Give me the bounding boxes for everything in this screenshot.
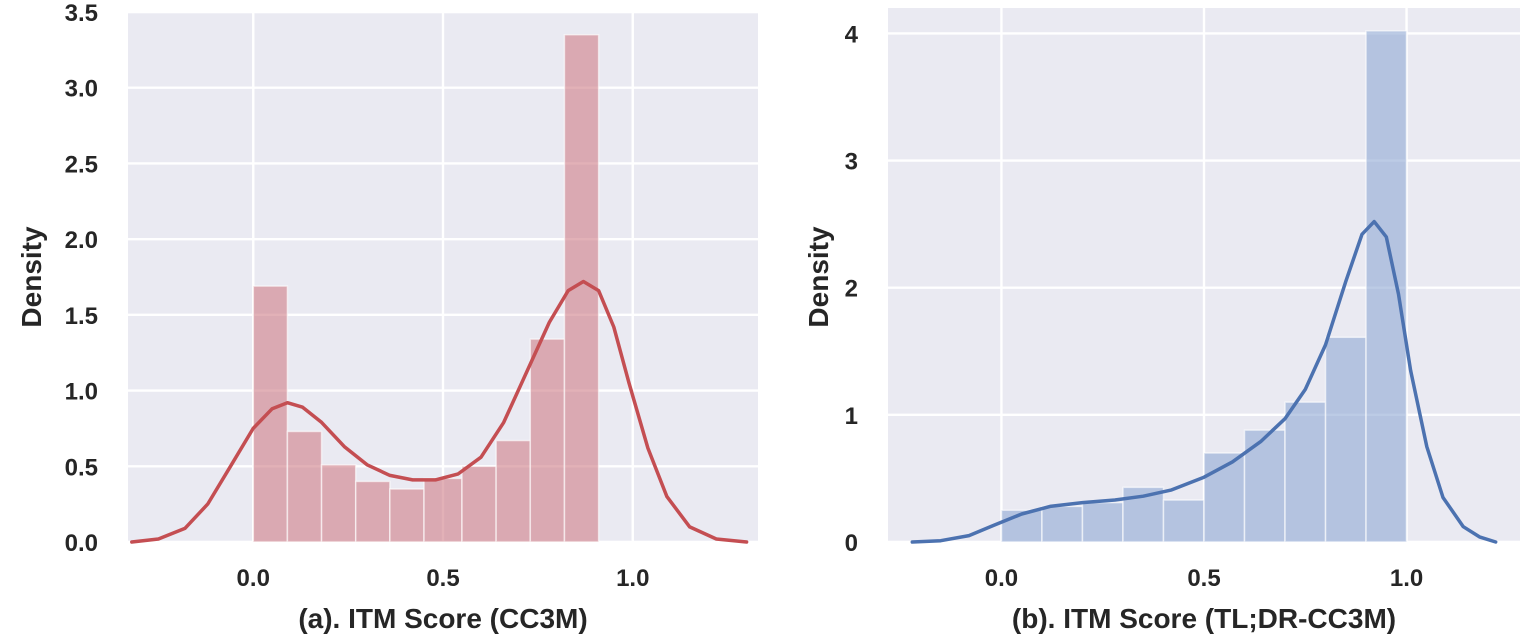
x-tick-labels-a: 0.0 0.5 1.0 — [237, 565, 650, 592]
y-tick-labels-b: 0 1 2 3 4 — [845, 21, 859, 557]
y-axis-label-b: Density — [803, 226, 834, 328]
x-tick-label: 1.0 — [616, 565, 649, 592]
subplot-b: 0 1 2 3 4 0.0 0.5 1.0 (b). ITM Score (TL;DR-CC… — [803, 8, 1520, 634]
y-tick-label: 1.0 — [65, 379, 98, 406]
y-tick-label: 3.5 — [65, 0, 98, 27]
x-tick-label: 1.0 — [1390, 565, 1423, 592]
y-tick-label: 2 — [845, 276, 858, 303]
gridlines-a — [128, 10, 758, 544]
y-tick-label: 3.0 — [65, 76, 98, 103]
histogram-bar — [1324, 336, 1367, 543]
histogram-bar — [1081, 501, 1124, 543]
histogram-bar — [389, 488, 425, 543]
kde-curve-b — [910, 219, 1498, 544]
subplot-a: 0.0 0.5 1.0 1.5 2.0 2.5 3.0 3.5 0.0 0.5 1.0 (a). … — [16, 0, 758, 634]
kde-line — [910, 219, 1498, 544]
histogram-bar — [1000, 509, 1043, 543]
histogram-bar — [1162, 499, 1205, 543]
y-tick-label: 1.5 — [65, 303, 98, 330]
histogram-bar — [1284, 401, 1327, 543]
y-tick-label: 2.5 — [65, 151, 98, 178]
y-tick-label: 4 — [845, 21, 859, 48]
kde-line — [130, 279, 749, 544]
x-axis-label-a: (a). ITM Score (CC3M) — [298, 603, 587, 634]
histogram-bar — [286, 430, 323, 543]
x-tick-label: 0.5 — [1187, 565, 1220, 592]
histogram-bar — [354, 480, 391, 543]
y-axis-label-a: Density — [16, 226, 47, 328]
histogram-bar — [1041, 505, 1084, 543]
y-tick-label: 2.0 — [65, 227, 98, 254]
histogram-bar — [423, 477, 463, 543]
x-tick-label: 0.0 — [237, 565, 270, 592]
y-tick-label: 1 — [845, 403, 858, 430]
y-tick-labels-a: 0.0 0.5 1.0 1.5 2.0 2.5 3.0 3.5 — [65, 0, 98, 557]
histogram-bar — [495, 439, 532, 543]
histogram-bar — [252, 285, 289, 543]
x-tick-label: 0.5 — [426, 565, 459, 592]
kde-curve-a — [130, 279, 749, 544]
y-tick-label: 0.0 — [65, 530, 98, 557]
histogram-bar — [529, 338, 566, 543]
y-tick-label: 3 — [845, 149, 858, 176]
histogram-bar — [320, 464, 357, 543]
y-tick-label: 0.5 — [65, 454, 98, 481]
x-axis-label-b: (b). ITM Score (TL;DR-CC3M) — [1012, 603, 1396, 634]
histogram-bar — [1365, 30, 1408, 543]
y-tick-label: 0 — [845, 530, 858, 557]
histogram-bar — [461, 465, 497, 543]
x-tick-labels-b: 0.0 0.5 1.0 — [985, 565, 1424, 592]
x-tick-label: 0.0 — [985, 565, 1018, 592]
